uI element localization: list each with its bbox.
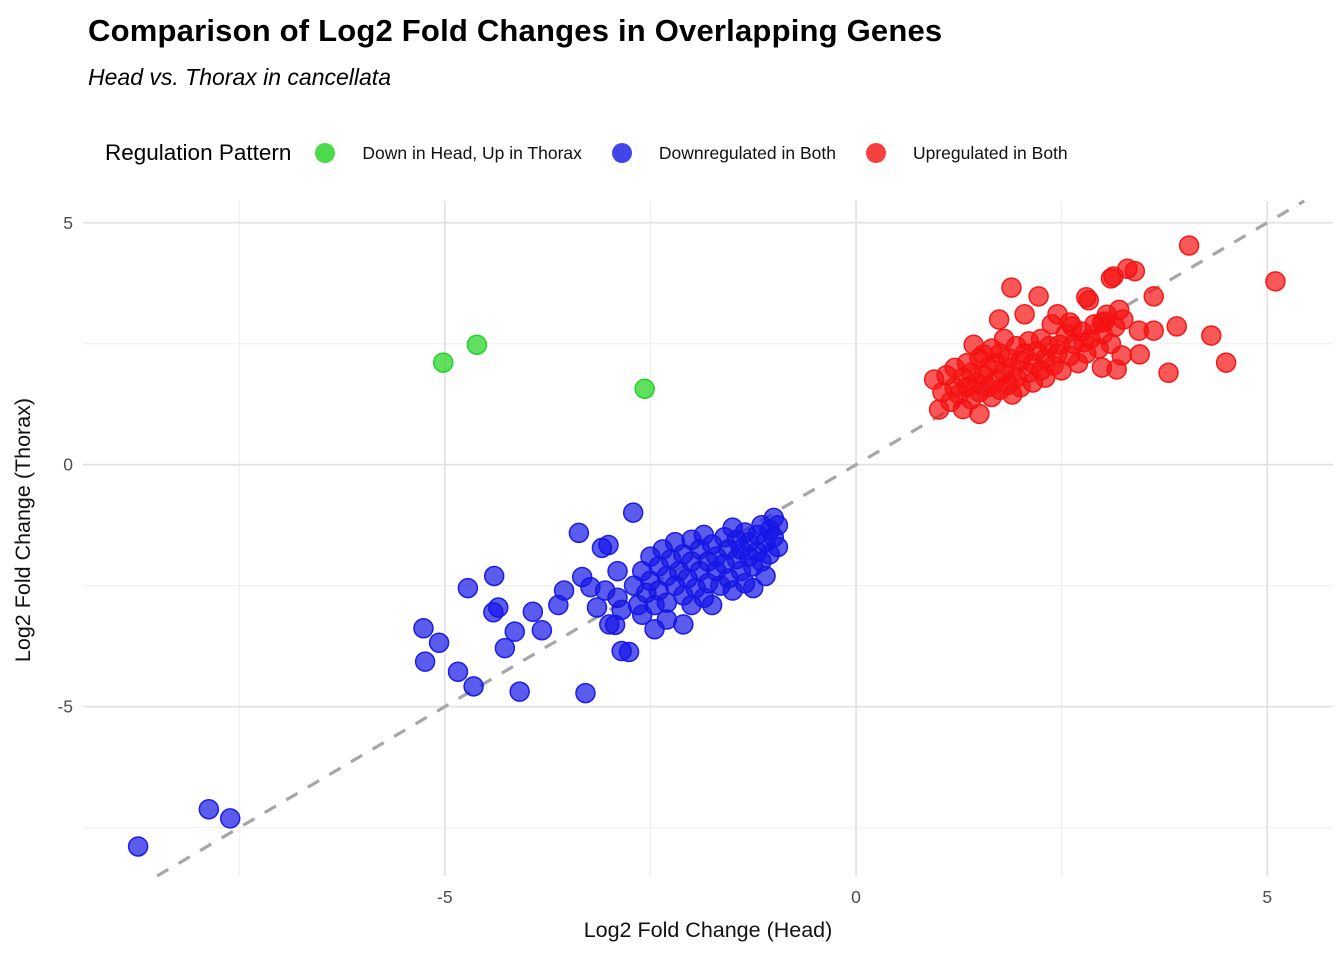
legend-item-upregulated-both: Upregulated in Both (865, 142, 1068, 164)
data-point (504, 621, 525, 642)
x-axis-title: Log2 Fold Change (Head) (584, 918, 833, 942)
data-point (607, 560, 628, 582)
data-point (522, 601, 544, 623)
data-point (1129, 344, 1150, 365)
data-point (457, 577, 479, 599)
data-point (767, 536, 789, 558)
data-point (622, 502, 644, 523)
data-point (575, 682, 596, 704)
data-point (1001, 277, 1022, 298)
data-point (1128, 320, 1150, 341)
legend-item-label: Downregulated in Both (658, 142, 836, 163)
series-downregulated-in-both (127, 502, 789, 857)
data-point (568, 522, 590, 544)
data-point (1166, 316, 1187, 337)
data-point (548, 594, 569, 616)
data-point (767, 514, 789, 536)
x-tick-label: 0 (851, 887, 861, 907)
data-point (755, 565, 776, 587)
series-upregulated-in-both (923, 235, 1286, 425)
legend-item-label: Upregulated in Both (912, 142, 1068, 163)
data-point (969, 403, 990, 425)
data-point (483, 602, 504, 623)
legend: Regulation Pattern Down in Head, Up in T… (105, 133, 1098, 173)
chart-subtitle: Head vs. Thorax in cancellata (88, 64, 391, 90)
data-point (447, 661, 469, 683)
data-point (428, 632, 450, 654)
scatter-plot: -5 0 5 5 0 -5 Log2 Fold Change (Head) Log2 Fold… (11, 199, 1333, 942)
y-tick-label: -5 (57, 697, 73, 717)
data-point (1113, 309, 1134, 330)
series-down-in-head-up-in-thorax (432, 334, 655, 399)
data-point (1265, 271, 1286, 292)
legend-item-downregulated-both: Downregulated in Both (611, 142, 836, 164)
data-point (413, 618, 434, 639)
data-point (586, 597, 608, 618)
chart-title: Comparison of Log2 Fold Changes in Overl… (88, 13, 943, 48)
x-tick-label: -5 (437, 887, 453, 907)
data-point (1078, 289, 1100, 311)
data-point (1014, 303, 1035, 325)
data-point (432, 352, 454, 373)
data-point (1143, 286, 1164, 307)
data-point (1124, 260, 1146, 282)
data-point (466, 334, 488, 355)
data-point (1201, 325, 1222, 346)
data-point (634, 378, 655, 399)
legend-dot-green-icon (315, 143, 336, 163)
x-tick-label: 5 (1262, 887, 1272, 907)
data-point (509, 681, 530, 702)
data-point (1178, 235, 1200, 256)
y-axis-title: Log2 Fold Change (Thorax) (11, 398, 35, 662)
legend-item-label: Down in Head, Up in Thorax (362, 142, 582, 163)
data-point (701, 594, 723, 616)
legend-dot-blue-icon (611, 143, 632, 163)
data-point (198, 798, 220, 820)
data-point (1215, 352, 1237, 373)
data-point (599, 614, 620, 635)
data-point (414, 651, 436, 672)
data-point (673, 614, 694, 635)
data-point (494, 637, 516, 659)
legend-item-down-head-up-thorax: Down in Head, Up in Thorax (315, 143, 582, 164)
data-point (483, 565, 505, 587)
data-point (127, 836, 149, 857)
y-tick-label: 5 (63, 213, 73, 233)
data-point (591, 537, 613, 559)
data-point (1028, 286, 1049, 307)
data-point (1158, 362, 1179, 384)
legend-title: Regulation Pattern (105, 140, 292, 165)
data-point (742, 577, 764, 599)
y-tick-label: 0 (63, 455, 73, 475)
data-point (1100, 268, 1122, 289)
legend-dot-red-icon (865, 143, 886, 163)
data-point (463, 676, 484, 697)
data-point (219, 808, 241, 829)
data-point (988, 309, 1010, 330)
data-point (618, 641, 640, 663)
data-point (531, 619, 553, 641)
data-point (1106, 359, 1127, 380)
